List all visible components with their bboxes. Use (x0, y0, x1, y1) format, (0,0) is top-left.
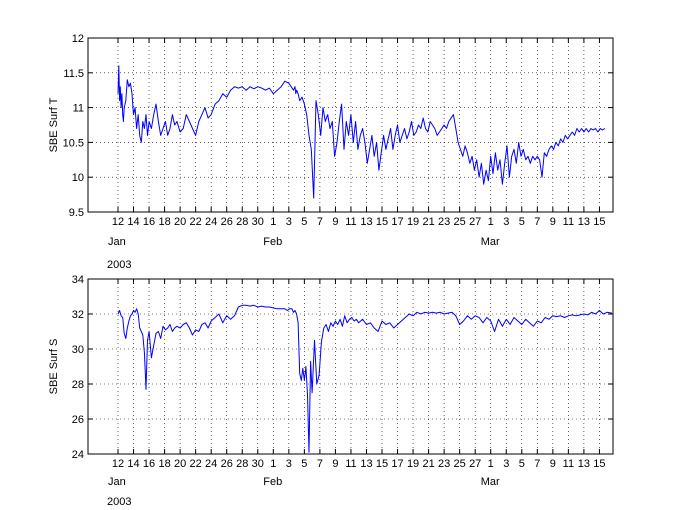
x-tick-label: 16 (143, 216, 155, 228)
x-tick-label: 15 (376, 458, 388, 470)
x-tick-label: 9 (550, 216, 556, 228)
x-tick-label: 15 (593, 458, 605, 470)
x-tick-label: 11 (563, 458, 574, 470)
x-tick-label: 25 (454, 458, 466, 470)
x-tick-label: 5 (519, 458, 525, 470)
x-tick-label: 9 (550, 458, 556, 470)
x-tick-label: 18 (158, 216, 170, 228)
x-tick-label: 11 (563, 216, 574, 228)
y-axis-label: SBE Surf T (48, 97, 60, 152)
x-tick-label: 7 (534, 458, 540, 470)
x-tick-label: 16 (143, 458, 155, 470)
x-tick-label: 30 (252, 216, 264, 228)
month-label: Jan (108, 236, 126, 248)
month-label: Feb (263, 236, 282, 248)
x-tick-label: 13 (578, 216, 590, 228)
series-line (117, 304, 612, 453)
x-tick-label: 14 (127, 216, 139, 228)
x-tick-label: 21 (422, 216, 434, 228)
x-tick-label: 27 (469, 458, 481, 470)
x-tick-label: 23 (438, 216, 450, 228)
month-label: Feb (263, 476, 282, 488)
y-tick-label: 10 (72, 172, 84, 184)
x-tick-label: 17 (391, 458, 403, 470)
x-tick-label: 23 (438, 458, 450, 470)
x-tick-label: 11 (345, 216, 356, 228)
x-tick-label: 20 (174, 216, 186, 228)
month-label: Jan (108, 476, 126, 488)
y-tick-label: 28 (72, 379, 84, 391)
y-tick-label: 34 (72, 274, 84, 286)
x-tick-label: 1 (488, 216, 494, 228)
y-tick-label: 11.5 (63, 68, 84, 80)
y-tick-label: 12 (72, 33, 84, 45)
x-tick-label: 9 (332, 216, 338, 228)
x-tick-label: 25 (454, 216, 466, 228)
x-tick-label: 7 (317, 216, 323, 228)
x-tick-label: 12 (112, 216, 124, 228)
y-tick-label: 10.5 (63, 137, 84, 149)
y-tick-label: 26 (72, 414, 84, 426)
month-label: Mar (481, 476, 500, 488)
month-label: Mar (481, 236, 500, 248)
x-tick-label: 13 (578, 458, 590, 470)
x-tick-label: 5 (301, 458, 307, 470)
axes-frame (87, 37, 614, 213)
x-tick-label: 13 (360, 216, 372, 228)
x-tick-label: 21 (422, 458, 434, 470)
x-tick-label: 24 (205, 216, 217, 228)
x-tick-label: 24 (205, 458, 217, 470)
y-tick-label: 32 (72, 309, 84, 321)
x-tick-label: 30 (252, 458, 264, 470)
x-tick-label: 18 (158, 458, 170, 470)
y-tick-label: 11 (73, 103, 84, 115)
axes-frame (87, 278, 614, 455)
x-tick-label: 14 (127, 458, 139, 470)
y-tick-label: 30 (72, 344, 84, 356)
series-line (117, 65, 606, 199)
x-tick-label: 26 (221, 216, 233, 228)
x-tick-label: 5 (519, 216, 525, 228)
year-label: 2003 (107, 259, 131, 271)
x-tick-label: 7 (534, 216, 540, 228)
x-tick-label: 1 (488, 458, 494, 470)
x-tick-label: 5 (301, 216, 307, 228)
x-tick-label: 19 (407, 216, 419, 228)
x-tick-label: 27 (469, 216, 481, 228)
x-tick-label: 19 (407, 458, 419, 470)
x-tick-label: 3 (503, 216, 509, 228)
x-tick-label: 13 (360, 458, 372, 470)
x-tick-label: 1 (270, 216, 276, 228)
x-tick-label: 3 (286, 458, 292, 470)
x-tick-label: 20 (174, 458, 186, 470)
x-tick-label: 7 (317, 458, 323, 470)
x-tick-label: 17 (391, 216, 403, 228)
x-tick-label: 15 (376, 216, 388, 228)
x-tick-label: 26 (221, 458, 233, 470)
year-label: 2003 (107, 496, 131, 508)
x-tick-label: 3 (503, 458, 509, 470)
y-tick-label: 24 (72, 449, 84, 461)
x-tick-label: 22 (190, 216, 202, 228)
x-tick-label: 12 (112, 458, 124, 470)
y-tick-label: 9.5 (69, 207, 84, 219)
x-tick-label: 9 (332, 458, 338, 470)
x-tick-label: 22 (190, 458, 202, 470)
x-tick-label: 1 (270, 458, 276, 470)
x-tick-label: 11 (345, 458, 356, 470)
x-tick-label: 28 (236, 216, 248, 228)
x-tick-label: 15 (593, 216, 605, 228)
x-tick-label: 3 (286, 216, 292, 228)
x-tick-label: 28 (236, 458, 248, 470)
y-axis-label: SBE Surf S (48, 339, 60, 395)
